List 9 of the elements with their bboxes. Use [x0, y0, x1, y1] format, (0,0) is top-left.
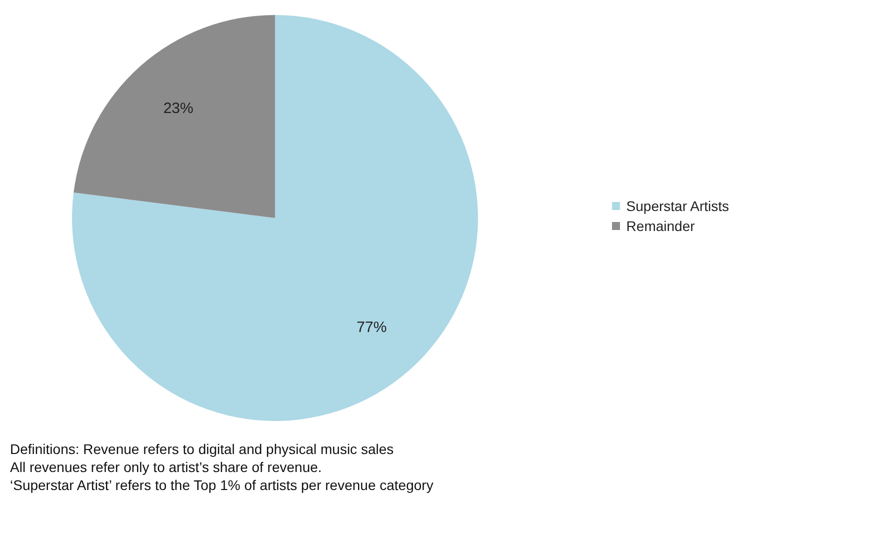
pie-slice [72, 15, 478, 421]
legend-label: Superstar Artists [626, 198, 729, 214]
data-label: 77% [356, 319, 387, 336]
text: ‘Superstar Artist’ refers to the Top 1% of artists per revenue category [10, 476, 434, 494]
pie-slice [74, 15, 275, 218]
legend-label: Remainder [626, 218, 695, 234]
text: Definitions: Revenue refers to digital and physical music sales [10, 440, 395, 458]
data-label: 23% [163, 100, 194, 117]
text: All revenues refer only to artist’s share of revenue. [10, 458, 323, 476]
